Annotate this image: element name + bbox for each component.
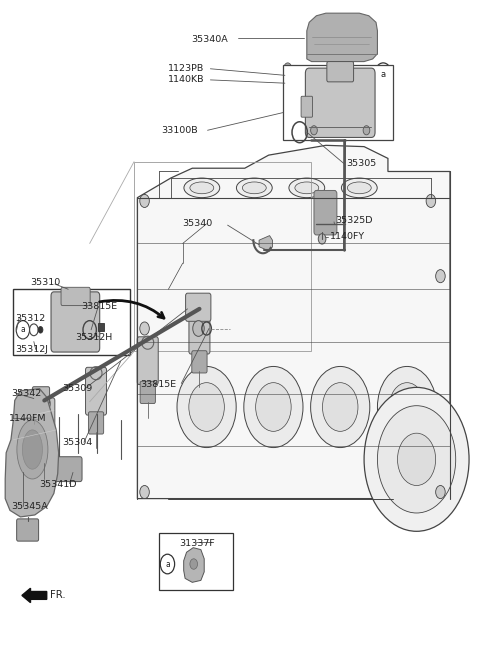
Text: 31337F: 31337F <box>179 539 215 547</box>
Text: 33815E: 33815E <box>140 380 176 388</box>
Text: 35310: 35310 <box>30 278 60 287</box>
Circle shape <box>397 433 436 486</box>
FancyArrow shape <box>22 588 47 602</box>
Circle shape <box>311 367 370 447</box>
Ellipse shape <box>17 420 48 479</box>
Ellipse shape <box>190 182 214 194</box>
FancyBboxPatch shape <box>301 97 312 117</box>
Text: a: a <box>21 325 25 334</box>
Text: a: a <box>165 560 170 568</box>
Text: 35342: 35342 <box>11 390 41 398</box>
Circle shape <box>193 321 204 336</box>
Circle shape <box>140 486 149 499</box>
FancyBboxPatch shape <box>140 381 156 403</box>
Ellipse shape <box>295 182 319 194</box>
Bar <box>134 162 311 351</box>
Text: 33815E: 33815E <box>82 302 118 311</box>
Text: 35312J: 35312J <box>15 345 48 354</box>
Text: FR.: FR. <box>50 591 66 600</box>
Ellipse shape <box>23 430 42 469</box>
Circle shape <box>377 367 437 447</box>
FancyBboxPatch shape <box>314 191 337 235</box>
FancyBboxPatch shape <box>192 351 207 373</box>
Text: 1140FM: 1140FM <box>9 415 46 423</box>
Ellipse shape <box>184 178 220 198</box>
Circle shape <box>426 194 436 208</box>
Text: 35325D: 35325D <box>336 216 373 225</box>
Text: 35305: 35305 <box>346 159 376 168</box>
Text: 35312H: 35312H <box>75 332 113 342</box>
FancyBboxPatch shape <box>17 519 38 541</box>
Circle shape <box>190 559 198 569</box>
Text: 35340A: 35340A <box>192 35 228 44</box>
FancyBboxPatch shape <box>52 457 82 482</box>
Text: 1140FY: 1140FY <box>330 232 365 240</box>
Polygon shape <box>184 548 204 582</box>
Polygon shape <box>137 145 450 499</box>
Circle shape <box>363 125 370 135</box>
Circle shape <box>38 327 43 333</box>
Circle shape <box>244 367 303 447</box>
Circle shape <box>311 125 317 135</box>
FancyBboxPatch shape <box>305 68 375 137</box>
Circle shape <box>30 413 37 424</box>
Text: 35304: 35304 <box>62 438 93 447</box>
Text: 35309: 35309 <box>62 384 93 393</box>
Circle shape <box>33 393 39 402</box>
FancyBboxPatch shape <box>88 412 104 434</box>
Polygon shape <box>5 389 59 517</box>
Circle shape <box>318 234 326 244</box>
Text: 1140KB: 1140KB <box>168 76 204 84</box>
FancyBboxPatch shape <box>61 287 90 306</box>
FancyBboxPatch shape <box>51 292 100 352</box>
Circle shape <box>177 367 236 447</box>
Circle shape <box>140 194 149 208</box>
Polygon shape <box>259 236 273 251</box>
Circle shape <box>160 555 175 574</box>
FancyBboxPatch shape <box>186 293 211 321</box>
Bar <box>13 289 130 355</box>
Circle shape <box>140 322 149 335</box>
Circle shape <box>256 382 291 432</box>
Ellipse shape <box>242 182 266 194</box>
Circle shape <box>436 269 445 283</box>
Circle shape <box>436 486 445 499</box>
Circle shape <box>323 382 358 432</box>
Circle shape <box>16 321 30 339</box>
Ellipse shape <box>237 178 272 198</box>
Text: 1123PB: 1123PB <box>168 64 204 74</box>
Ellipse shape <box>348 182 371 194</box>
Bar <box>159 533 233 590</box>
Text: 35345A: 35345A <box>11 502 48 511</box>
Text: 33100B: 33100B <box>161 125 198 135</box>
FancyBboxPatch shape <box>34 398 55 445</box>
Ellipse shape <box>289 178 324 198</box>
Circle shape <box>389 382 425 432</box>
Text: a: a <box>381 70 386 79</box>
Bar <box>283 65 393 140</box>
FancyBboxPatch shape <box>189 306 210 354</box>
Bar <box>98 323 104 331</box>
FancyBboxPatch shape <box>284 67 291 91</box>
Circle shape <box>284 63 291 74</box>
Ellipse shape <box>341 178 377 198</box>
Circle shape <box>364 388 469 532</box>
Text: 35340: 35340 <box>182 219 212 229</box>
FancyBboxPatch shape <box>36 442 52 464</box>
Text: 35341D: 35341D <box>39 480 77 489</box>
FancyBboxPatch shape <box>85 367 107 415</box>
Polygon shape <box>307 13 377 62</box>
FancyBboxPatch shape <box>33 387 49 404</box>
FancyBboxPatch shape <box>137 337 158 384</box>
Text: 35312: 35312 <box>15 313 45 323</box>
Circle shape <box>374 63 392 87</box>
Circle shape <box>377 406 456 513</box>
Circle shape <box>189 382 224 432</box>
FancyBboxPatch shape <box>327 62 354 82</box>
